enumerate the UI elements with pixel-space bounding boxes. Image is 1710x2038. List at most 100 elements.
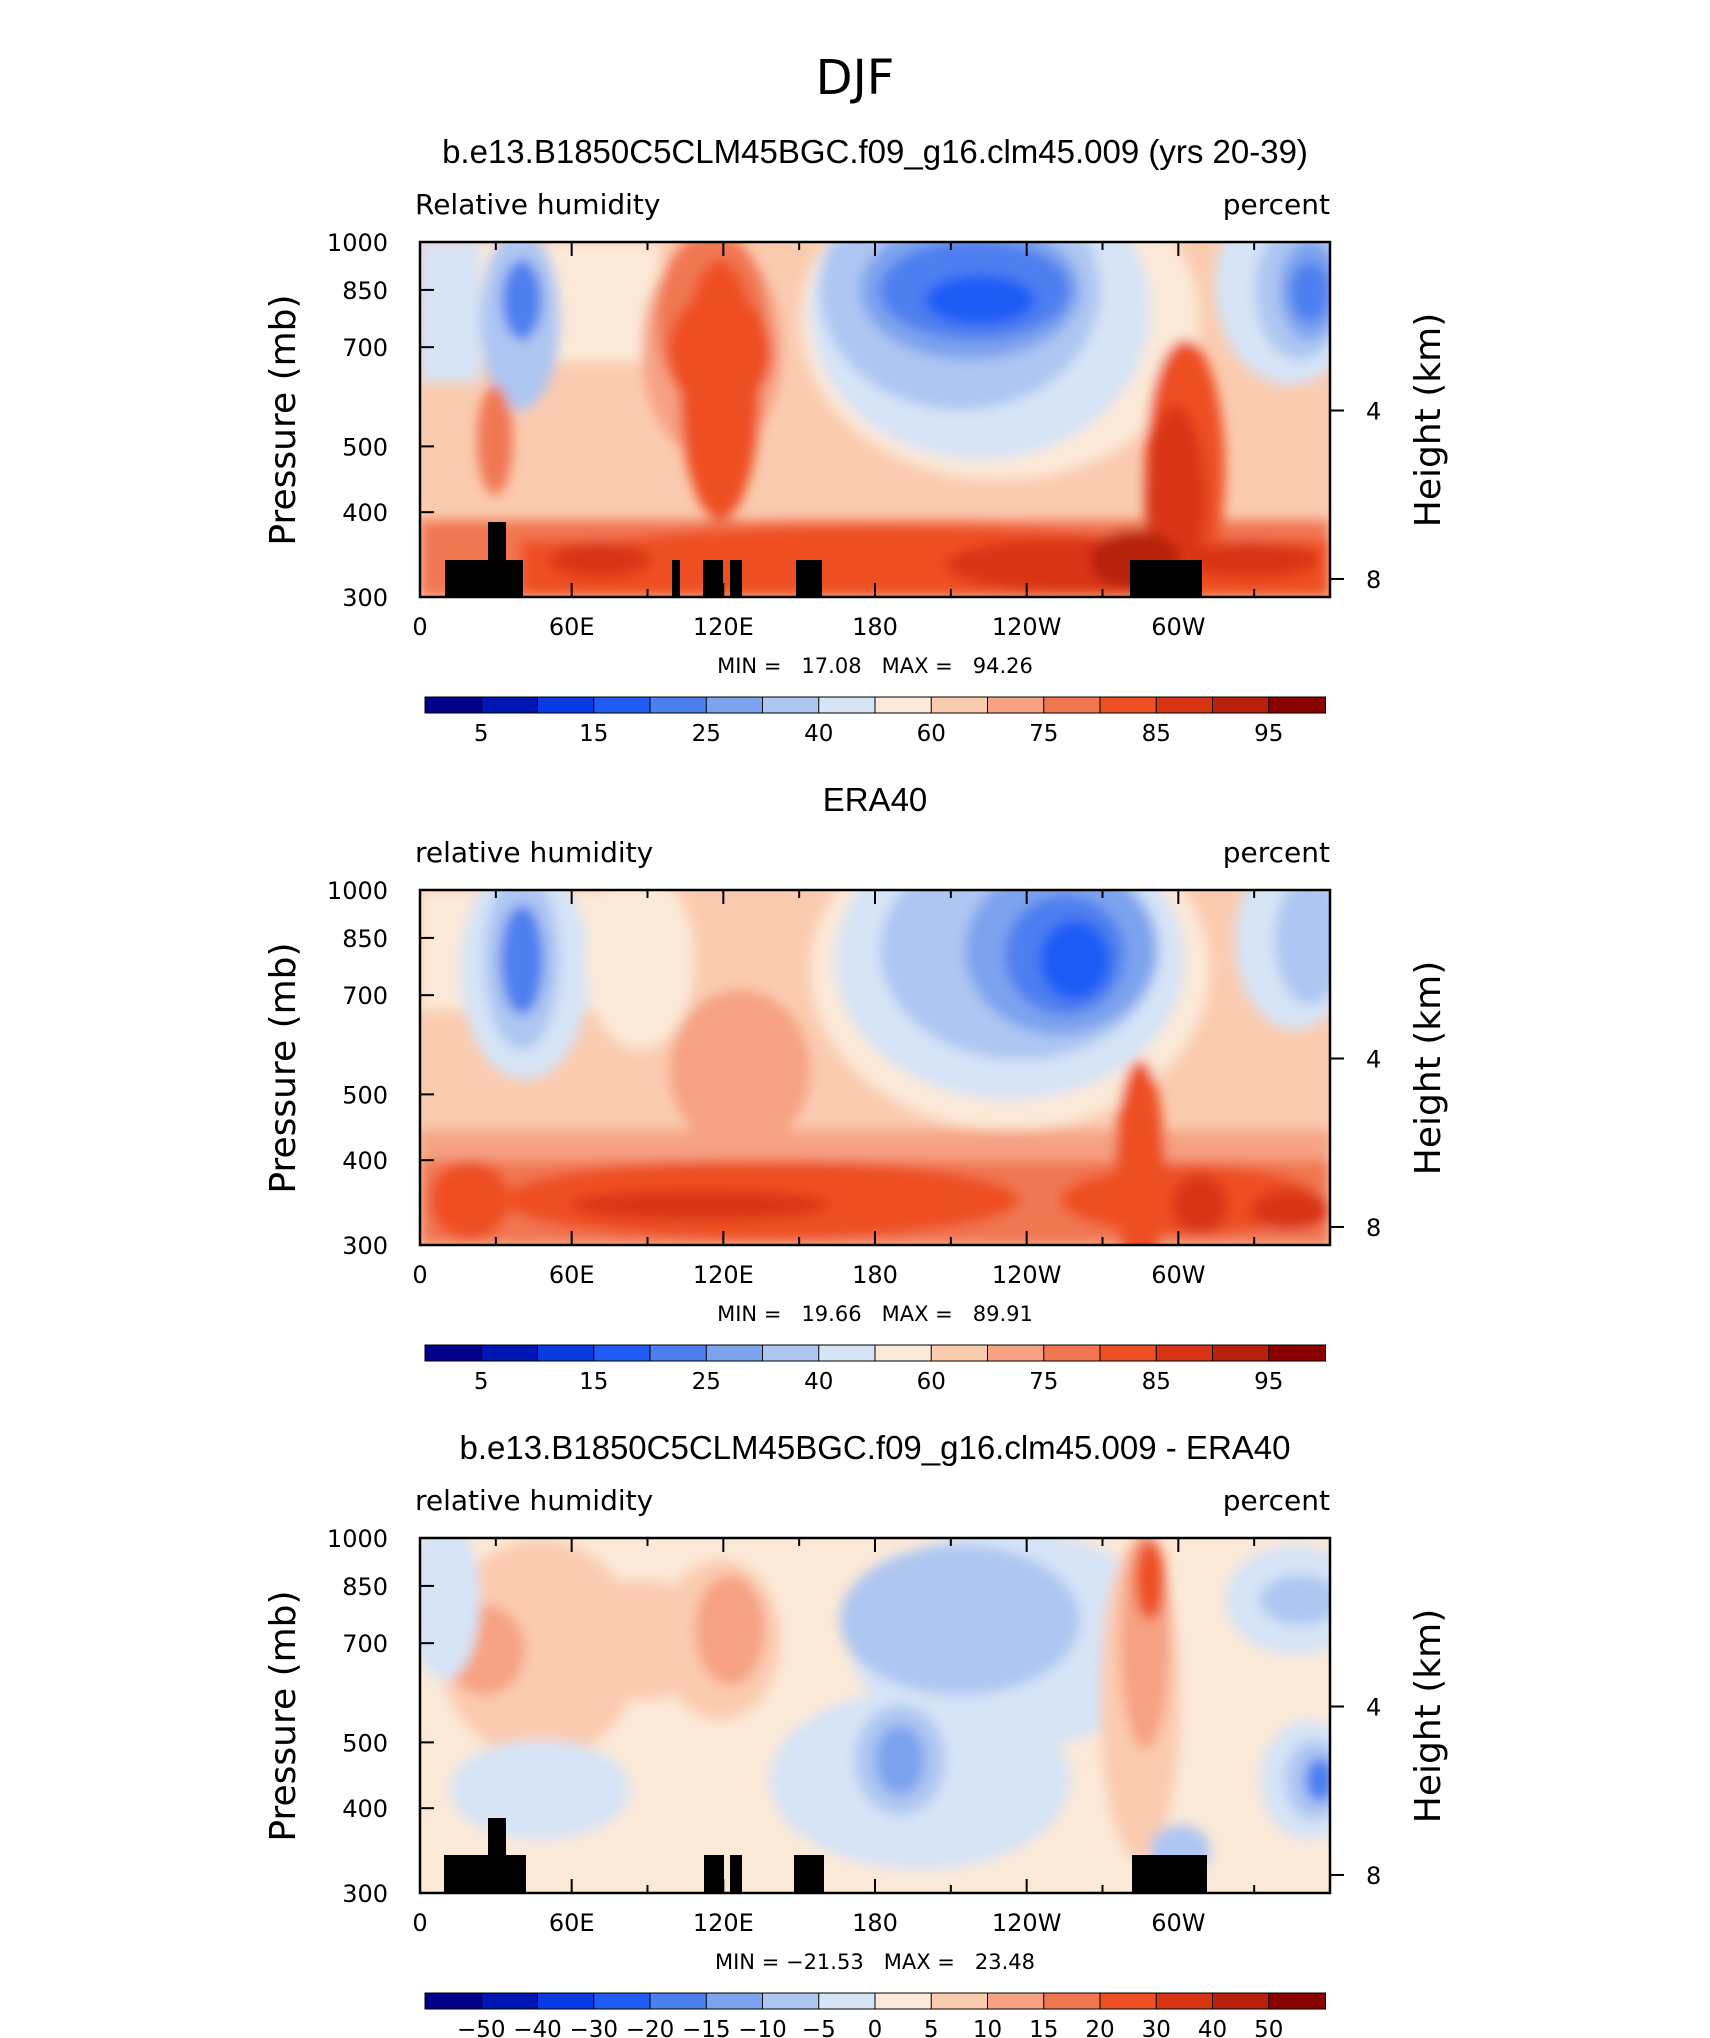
contour-region bbox=[1275, 890, 1330, 1005]
colorbar-swatch bbox=[987, 1344, 1045, 1362]
colorbar-swatch bbox=[930, 696, 989, 714]
colorbar-swatch bbox=[1268, 1992, 1326, 2010]
colorbar-swatch bbox=[424, 1992, 483, 2010]
contour-region bbox=[1135, 1540, 1165, 1620]
colorbar-swatch bbox=[930, 1344, 989, 1362]
colorbar-label: 60 bbox=[917, 721, 946, 747]
colorbar-label: −10 bbox=[738, 2017, 787, 2038]
colorbar-swatch bbox=[1099, 1992, 1158, 2010]
land-mask-block bbox=[445, 560, 523, 597]
colorbar-label: 85 bbox=[1142, 721, 1171, 747]
contour-region bbox=[550, 542, 650, 578]
colorbar-swatch bbox=[1043, 696, 1101, 714]
colorbar-label: −15 bbox=[682, 2017, 731, 2038]
panel-left-label: relative humidity bbox=[415, 1484, 653, 1517]
colorbar-swatch bbox=[424, 1344, 483, 1362]
contour-region bbox=[500, 905, 544, 1015]
y-tick-label: 700 bbox=[342, 334, 388, 362]
colorbar: 5 15 25 40 60 75 85 95 bbox=[424, 696, 1326, 747]
land-mask-block bbox=[444, 1855, 526, 1893]
y2-tick-label: 8 bbox=[1366, 566, 1381, 594]
y-axis-left: 300 400 500 700 850 1000 bbox=[327, 1525, 434, 1908]
colorbar-swatch bbox=[649, 1344, 708, 1362]
colorbar-swatch bbox=[424, 696, 483, 714]
colorbar-swatch bbox=[480, 696, 539, 714]
contour-region bbox=[840, 1545, 1080, 1695]
min-max-label: MIN = 19.66 MAX = 89.91 bbox=[717, 1302, 1033, 1326]
land-mask-block bbox=[1130, 560, 1202, 597]
x-tick-label: 60E bbox=[549, 613, 595, 641]
y-tick-label: 400 bbox=[342, 499, 388, 527]
min-max-label: MIN = 17.08 MAX = 94.26 bbox=[717, 654, 1033, 678]
contour-region bbox=[1180, 542, 1320, 578]
contour-region bbox=[430, 1160, 510, 1240]
land-mask bbox=[445, 522, 1202, 597]
contour-region bbox=[1172, 1175, 1228, 1235]
panel-title: ERA40 bbox=[823, 781, 928, 818]
colorbar-label: 0 bbox=[868, 2017, 883, 2038]
x-tick-label: 60W bbox=[1151, 1261, 1205, 1289]
main-title: DJF bbox=[816, 50, 895, 106]
colorbar-label: 15 bbox=[579, 1369, 608, 1395]
contour-region bbox=[502, 260, 542, 340]
colorbar-swatch bbox=[593, 696, 651, 714]
colorbar-swatch bbox=[987, 1992, 1045, 2010]
panel-title: b.e13.B1850C5CLM45BGC.f09_g16.clm45.009 … bbox=[459, 1429, 1290, 1466]
colorbar-swatch bbox=[537, 1344, 595, 1362]
y-tick-label: 700 bbox=[342, 982, 388, 1010]
colorbar-label: 5 bbox=[924, 2017, 939, 2038]
y-axis-right: 84 bbox=[1330, 397, 1381, 594]
contour-region bbox=[1290, 262, 1330, 322]
y-tick-label: 300 bbox=[342, 1232, 388, 1260]
y-tick-label: 1000 bbox=[327, 877, 388, 905]
colorbar-label: 20 bbox=[1085, 2017, 1114, 2038]
x-tick-label: 180 bbox=[852, 613, 898, 641]
y2-tick-label: 4 bbox=[1366, 1693, 1381, 1721]
x-axis: 0 60E 120E 180 120W 60W bbox=[412, 242, 1331, 641]
colorbar-label: 15 bbox=[1029, 2017, 1058, 2038]
x-tick-label: 120E bbox=[693, 613, 754, 641]
land-mask-block bbox=[488, 1818, 506, 1858]
contour-field bbox=[420, 1538, 1330, 1893]
colorbar-label: 75 bbox=[1029, 1369, 1058, 1395]
x-tick-label: 120E bbox=[693, 1909, 754, 1937]
colorbar-label: −30 bbox=[569, 2017, 618, 2038]
contour-region bbox=[1260, 1575, 1330, 1625]
colorbar-label: 75 bbox=[1029, 721, 1058, 747]
land-mask-block bbox=[703, 560, 723, 597]
x-tick-label: 120E bbox=[693, 1261, 754, 1289]
panel-reference: ERA40 relative humidity percent bbox=[263, 781, 1449, 1395]
colorbar-swatch bbox=[1043, 1992, 1101, 2010]
panel-left-label: relative humidity bbox=[415, 836, 653, 869]
y-axis-right: 84 bbox=[1330, 1693, 1381, 1890]
x-axis: 0 60E 120E 180 120W 60W bbox=[412, 890, 1331, 1289]
panel-units-label: percent bbox=[1223, 1484, 1330, 1517]
colorbar-swatch bbox=[705, 696, 764, 714]
x-tick-label: 180 bbox=[852, 1261, 898, 1289]
contour-region bbox=[570, 1190, 830, 1220]
colorbar-swatch bbox=[480, 1992, 539, 2010]
contour-region bbox=[1250, 1190, 1330, 1230]
contour-region bbox=[420, 1538, 480, 1680]
colorbar-swatch bbox=[762, 1992, 820, 2010]
colorbar-swatch bbox=[762, 1344, 820, 1362]
contour-region bbox=[875, 1725, 925, 1795]
colorbar-swatch bbox=[1099, 1344, 1158, 1362]
panel-units-label: percent bbox=[1223, 836, 1330, 869]
colorbar-swatch bbox=[874, 1992, 933, 2010]
colorbar-label: 40 bbox=[1198, 2017, 1227, 2038]
colorbar-label: −50 bbox=[457, 2017, 506, 2038]
colorbar-swatch bbox=[649, 1992, 708, 2010]
contour-region bbox=[670, 990, 810, 1150]
x-axis: 0 60E 120E 180 120W 60W bbox=[412, 1538, 1331, 1937]
y2-tick-label: 4 bbox=[1366, 397, 1381, 425]
colorbar-swatch bbox=[1155, 1344, 1214, 1362]
y2-axis-label: Height (km) bbox=[1408, 1609, 1449, 1823]
y2-axis-label: Height (km) bbox=[1408, 961, 1449, 1175]
y-tick-label: 400 bbox=[342, 1147, 388, 1175]
contour-region bbox=[450, 1740, 630, 1840]
colorbar-swatch bbox=[1268, 696, 1326, 714]
contour-region bbox=[1305, 1758, 1330, 1802]
colorbar: −50 −40 −30 −20 −15 −10 −5 0 5 10 15 20 30 40 50 bbox=[424, 1992, 1326, 2038]
colorbar-label: 25 bbox=[692, 721, 721, 747]
